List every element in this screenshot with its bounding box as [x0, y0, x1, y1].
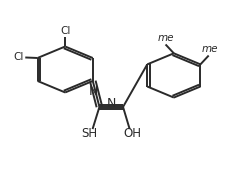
Text: N: N: [89, 85, 98, 98]
Text: SH: SH: [81, 127, 98, 140]
Text: Cl: Cl: [60, 26, 70, 36]
Text: me: me: [202, 44, 218, 54]
Text: OH: OH: [123, 127, 141, 140]
Text: N: N: [107, 97, 116, 110]
Text: Cl: Cl: [14, 52, 24, 62]
Text: me: me: [157, 33, 174, 43]
